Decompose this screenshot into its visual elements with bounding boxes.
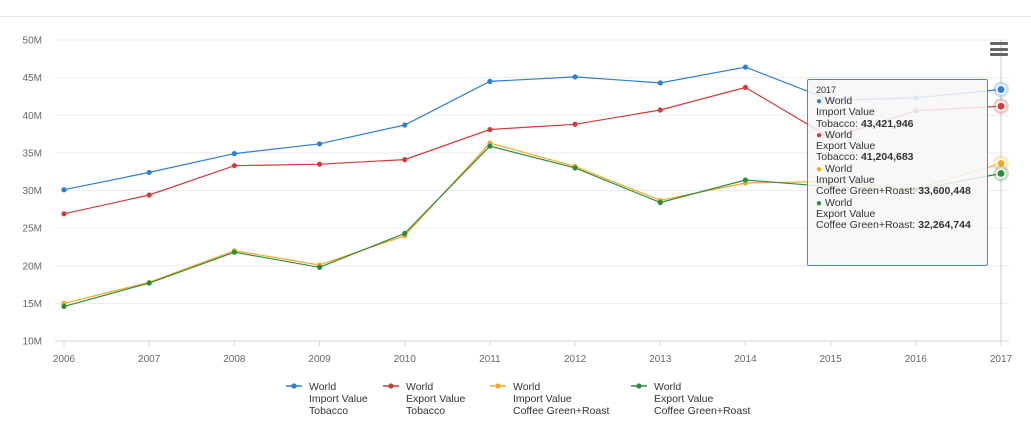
tooltip-label: Tobacco: xyxy=(816,117,861,130)
data-point xyxy=(146,192,152,198)
y-tick-label: 35M xyxy=(23,148,42,159)
series-dot-icon: ● xyxy=(816,163,823,175)
top-divider xyxy=(0,16,1031,17)
tooltip-line: Export Value xyxy=(816,140,876,153)
legend-symbol-dot xyxy=(636,383,642,389)
y-tick-label: 50M xyxy=(23,36,42,47)
legend-item-label: Export Value xyxy=(406,393,465,405)
data-point xyxy=(316,141,323,147)
data-point xyxy=(316,161,323,167)
legend-item-label: Tobacco xyxy=(309,405,348,417)
y-tick-label: 25M xyxy=(23,224,42,235)
data-point xyxy=(231,151,237,157)
tooltip-line: Import Value xyxy=(816,106,875,119)
legend-item-label: Import Value xyxy=(513,393,572,405)
data-point xyxy=(996,158,1006,169)
data-point xyxy=(61,303,67,309)
data-point xyxy=(61,187,67,193)
data-point xyxy=(742,64,749,70)
y-tick-label: 45M xyxy=(23,73,42,84)
legend-symbol-dot xyxy=(388,383,394,389)
data-point xyxy=(657,107,663,113)
x-tick-label: 2009 xyxy=(308,354,331,365)
tooltip-label: Tobacco: xyxy=(816,151,861,164)
x-tick-label: 2016 xyxy=(905,354,928,365)
tooltip-value: 32,264,744 xyxy=(918,219,971,232)
data-point xyxy=(146,169,152,176)
tooltip-line: World xyxy=(824,95,853,107)
data-point xyxy=(231,163,237,169)
data-point xyxy=(657,80,663,86)
data-point xyxy=(402,230,408,236)
chart-menu-icon[interactable] xyxy=(990,42,1008,58)
series-dot-icon: ● xyxy=(816,96,823,107)
legend-item-label: Tobacco xyxy=(406,405,445,417)
data-point xyxy=(657,199,663,206)
legend-item-label: Import Value xyxy=(309,393,368,405)
tooltip-value: 33,600,448 xyxy=(918,185,971,198)
x-tick-label: 2017 xyxy=(990,354,1013,365)
data-point xyxy=(402,157,408,163)
tooltip-line: Import Value xyxy=(816,174,875,187)
x-tick-label: 2010 xyxy=(394,354,417,365)
data-point xyxy=(742,177,749,183)
tooltip-year: 2017 xyxy=(816,85,837,95)
data-point xyxy=(742,84,749,91)
data-point xyxy=(487,78,493,84)
data-point xyxy=(572,121,578,127)
tooltip-entry-import-tobacco: ● World Import Value Tobacco: 43,421,946 xyxy=(816,95,979,130)
data-point xyxy=(996,168,1006,179)
series-dot-icon: ● xyxy=(816,197,823,209)
tooltip-label: Coffee Green+Roast: xyxy=(816,185,919,198)
y-tick-label: 40M xyxy=(23,111,42,122)
legend-item-label: Coffee Green+Roast xyxy=(513,405,609,417)
y-tick-label: 30M xyxy=(23,186,42,197)
legend-item-label: World xyxy=(309,381,336,393)
x-tick-label: 2013 xyxy=(649,354,672,365)
x-tick-label: 2006 xyxy=(53,354,76,365)
data-point xyxy=(316,264,323,270)
x-tick-label: 2014 xyxy=(734,354,757,365)
data-point xyxy=(572,74,578,80)
data-point xyxy=(487,143,493,149)
x-tick-label: 2011 xyxy=(479,354,501,365)
legend-symbol-dot xyxy=(291,383,297,389)
legend-item-label: World xyxy=(406,381,433,393)
y-tick-label: 20M xyxy=(23,261,42,272)
y-tick-label: 10M xyxy=(23,337,42,348)
x-tick-label: 2012 xyxy=(564,354,587,365)
data-point xyxy=(231,249,237,255)
tooltip-entry-export-tobacco: ● World Export Value Tobacco: 41,204,683 xyxy=(816,128,979,164)
tooltip-line: Export Value xyxy=(816,207,876,220)
data-point xyxy=(146,280,152,286)
data-point xyxy=(402,122,408,128)
legend-item-label: World xyxy=(654,381,681,393)
legend-symbol-dot xyxy=(495,383,501,389)
tooltip-entry-import-coffee: ● World Import Value Coffee Green+Roast:… xyxy=(816,162,979,198)
x-tick-label: 2008 xyxy=(223,354,246,365)
legend-item-label: Coffee Green+Roast xyxy=(654,405,750,417)
tooltip-entry-export-coffee: ● World Export Value Coffee Green+Roast:… xyxy=(816,196,979,232)
legend-item-label: World xyxy=(513,381,540,393)
tooltip-line: World xyxy=(824,196,853,209)
tooltip-value: 41,204,683 xyxy=(860,151,914,164)
data-point xyxy=(996,84,1006,95)
legend-item-label: Export Value xyxy=(654,393,713,405)
tooltip-line: World xyxy=(824,128,853,141)
data-point xyxy=(487,126,493,133)
tooltip-label: Coffee Green+Roast: xyxy=(816,219,919,232)
x-tick-label: 2015 xyxy=(820,354,843,365)
data-point xyxy=(572,165,578,171)
series-dot-icon: ● xyxy=(816,129,823,141)
x-tick-label: 2007 xyxy=(138,354,161,365)
y-tick-label: 15M xyxy=(23,299,42,310)
chart-tooltip: 2017 ● World Import Value Tobacco: 43,42… xyxy=(807,79,988,266)
data-point xyxy=(61,211,67,217)
tooltip-value: 43,421,946 xyxy=(860,117,914,130)
data-point xyxy=(996,101,1006,112)
tooltip-line: World xyxy=(824,162,853,175)
